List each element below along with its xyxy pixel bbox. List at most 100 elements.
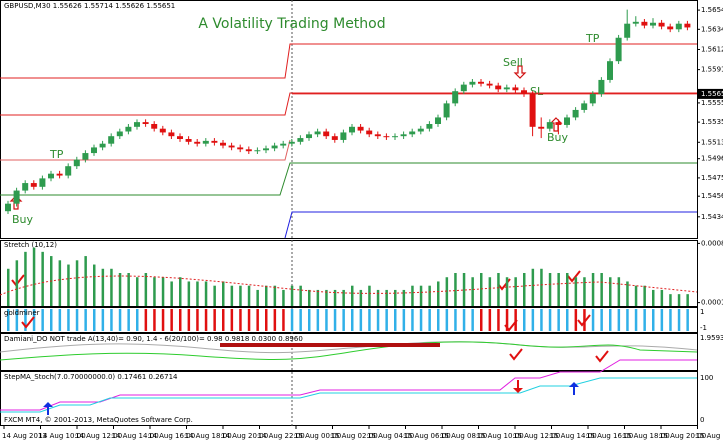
goldminer-bar	[290, 309, 294, 331]
goldminer-bar	[101, 309, 105, 331]
stretch-bar	[368, 285, 371, 306]
panel-label: goldminer	[4, 309, 40, 317]
candle-body	[237, 147, 244, 150]
candle-body	[598, 79, 605, 94]
candle-body	[202, 140, 209, 144]
goldminer-bar	[204, 309, 208, 331]
goldminer-bar	[196, 309, 199, 331]
candle-body	[392, 136, 398, 138]
candle-body	[675, 23, 682, 30]
stepma-line	[0, 359, 697, 411]
candle-body	[116, 131, 123, 137]
candle-body	[151, 124, 158, 129]
candle-body	[263, 148, 269, 151]
candle-body	[521, 90, 527, 94]
goldminer-bar	[462, 309, 466, 331]
stretch-bar	[686, 294, 689, 306]
current-price-box	[698, 88, 723, 99]
stretch-bar	[179, 277, 182, 306]
damiani-line	[0, 341, 698, 354]
candle-body	[39, 178, 46, 187]
stretch-bar	[230, 285, 234, 306]
candle-body	[228, 145, 235, 148]
stretch-bar	[93, 264, 96, 306]
candle-body	[607, 61, 613, 80]
x-tick-label: 15 Aug 06:00	[404, 432, 451, 440]
axis-label: 100	[700, 374, 713, 382]
y-tick-label: 1.54340	[701, 213, 723, 221]
y-tick-label: 1.54560	[701, 192, 723, 200]
stretch-bar	[600, 273, 603, 306]
stretch-bar	[75, 260, 79, 306]
goldminer-bar	[144, 309, 148, 331]
goldminer-bar	[179, 309, 182, 331]
stretch-bar	[669, 294, 672, 306]
goldminer-bar	[84, 309, 87, 331]
goldminer-bar	[376, 309, 380, 331]
candle-body	[168, 132, 175, 137]
stretch-bar	[523, 273, 526, 306]
x-tick-label: 15 Aug 10:00	[477, 432, 524, 440]
goldminer-bar	[548, 309, 552, 331]
x-tick-label: 15 Aug 22:00	[696, 432, 723, 440]
goldminer-bar	[566, 309, 569, 331]
goldminer-bar	[41, 309, 44, 331]
candle-body	[589, 94, 596, 104]
stretch-bar	[299, 285, 302, 306]
candle-body	[314, 131, 321, 135]
candle-body	[185, 139, 192, 142]
stretch-bar	[273, 285, 277, 306]
candle-body	[486, 83, 493, 86]
axis-label: 1.9593	[700, 334, 723, 342]
stretch-bar	[419, 285, 423, 306]
stretch-bar	[626, 281, 629, 306]
x-tick-label: 15 Aug 12:00	[513, 432, 560, 440]
candle-body	[400, 134, 407, 137]
y-tick-label: 0.0008	[701, 239, 723, 247]
x-tick-label: 14 Aug 20:00	[221, 432, 268, 440]
stretch-bar	[471, 277, 474, 306]
stretch-bar	[41, 251, 44, 306]
stretch-bar	[394, 289, 397, 306]
goldminer-bar	[686, 309, 689, 331]
candle-body	[495, 85, 502, 90]
goldminer-bar	[419, 309, 423, 331]
candle-body	[91, 147, 97, 154]
goldminer-bar	[273, 309, 277, 331]
stretch-bar	[213, 285, 216, 306]
candle-body	[22, 183, 29, 191]
candle-body	[194, 141, 201, 144]
goldminer-bar	[437, 309, 440, 331]
goldminer-bar	[7, 309, 10, 331]
stretch-bar	[101, 268, 105, 306]
goldminer-bar	[32, 309, 36, 331]
goldminer-bar	[136, 309, 139, 331]
stretch-bar	[351, 285, 354, 306]
stretch-bar	[591, 273, 595, 306]
stretch-bar	[652, 289, 655, 306]
goldminer-bar	[127, 309, 130, 331]
annotation: Buy	[547, 131, 569, 144]
footer: FXCM MT4, © 2001-2013, MetaQuotes Softwa…	[4, 416, 193, 424]
candle-body	[245, 149, 252, 152]
stretch-bar	[247, 285, 251, 306]
stretch-bar	[540, 268, 543, 306]
x-tick-label: 15 Aug 20:00	[659, 432, 706, 440]
x-tick-label: 14 Aug 18:00	[185, 432, 232, 440]
stretch-bar	[359, 289, 363, 306]
stretch-bar	[222, 281, 225, 306]
candle-body	[564, 117, 570, 125]
stretch-bar	[342, 289, 345, 306]
stretch-bar	[24, 251, 27, 306]
x-tick-label: 14 Aug 14:00	[112, 432, 159, 440]
annotation: TP	[585, 32, 600, 45]
goldminer-bar	[342, 309, 345, 331]
stretch-bar	[497, 273, 500, 306]
candle-body	[159, 128, 166, 133]
candle-body	[125, 126, 132, 132]
goldminer-bar	[368, 309, 371, 331]
x-tick-label: 15 Aug 02:00	[331, 432, 378, 440]
stretch-bar	[265, 285, 268, 306]
stretch-bar	[531, 268, 535, 306]
goldminer-bar	[574, 309, 578, 331]
